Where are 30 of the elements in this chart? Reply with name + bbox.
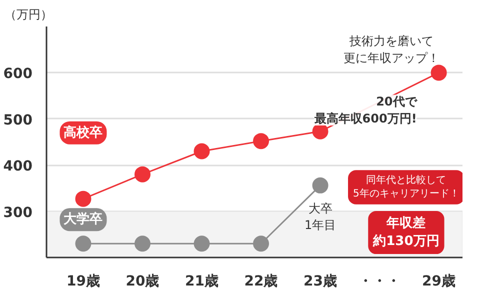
y-tick-label: 500 — [3, 112, 33, 128]
point — [312, 177, 328, 194]
point — [253, 133, 270, 150]
point — [134, 236, 150, 252]
point — [430, 64, 447, 81]
y-tick-label: 400 — [3, 158, 33, 175]
text: 高校卒 — [64, 124, 103, 140]
series-label: 大学卒 — [64, 211, 103, 228]
point — [134, 166, 150, 182]
x-tick-label: 22歳 — [244, 274, 278, 290]
point — [194, 143, 210, 160]
x-tick-label: 29歳 — [422, 274, 456, 290]
annotation: 技術力を磨いて更に年収アップ！ — [343, 34, 440, 65]
y-tick-label: 600 — [3, 66, 33, 82]
y-tick-label: 300 — [3, 204, 33, 221]
point — [194, 236, 210, 252]
x-tick-label: 21歳 — [185, 274, 218, 290]
annotation: 同年代と比較して5年のキャリアリード！ — [353, 174, 460, 200]
point — [312, 123, 328, 140]
point — [75, 236, 92, 252]
point — [75, 190, 92, 207]
annotation: 年収差約130万円 — [372, 216, 440, 250]
point — [253, 236, 270, 252]
x-tick-label: ・・・ — [358, 274, 401, 290]
x-tick-label: 23歳 — [304, 274, 338, 290]
annotation: 20代で最高年収600万円! — [313, 94, 418, 126]
annotation: 大卒1年目 — [304, 201, 336, 232]
y-axis-title: （万円） — [4, 8, 52, 22]
x-tick-label: 20歳 — [126, 274, 160, 290]
x-tick-label: 19歳 — [66, 274, 100, 290]
